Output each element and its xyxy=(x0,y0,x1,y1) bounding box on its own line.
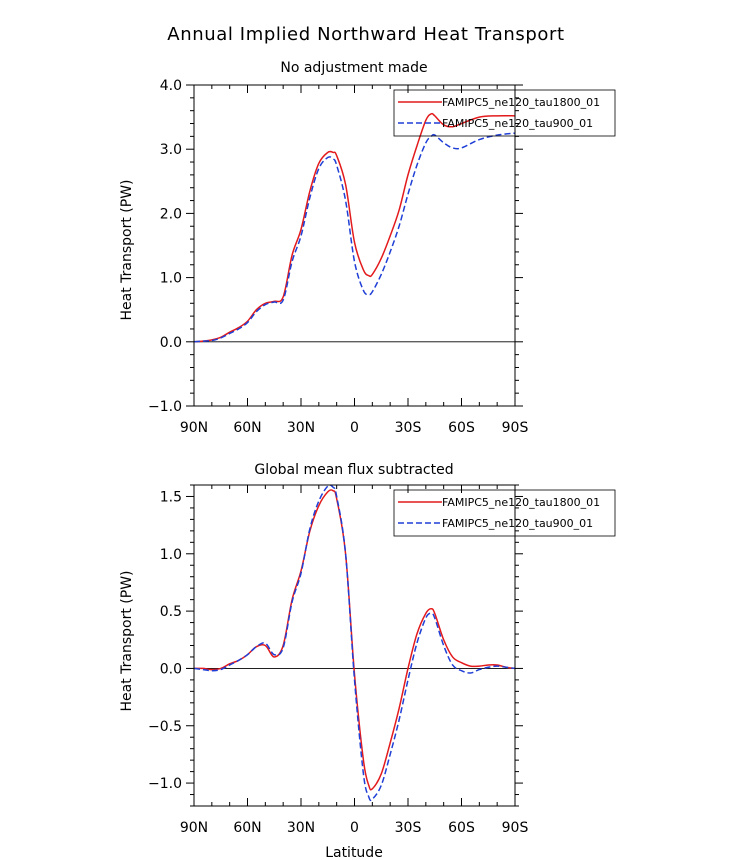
panel-1-x-tick-label: 90S xyxy=(502,420,529,436)
panel-2-y-tick-label: 1.5 xyxy=(160,489,182,505)
panel-1-series-line-2 xyxy=(193,132,516,343)
panel-2-x-tick-label: 30N xyxy=(287,820,315,836)
panel-1-series-line-1 xyxy=(193,112,516,343)
panel-2-title: Global mean flux subtracted xyxy=(254,462,453,478)
panel-1-y-tick-label: −1.0 xyxy=(148,399,182,415)
panel-2-legend-label-2: FAMIPC5_ne120_tau900_01 xyxy=(442,517,593,530)
panel-2-y-tick-label: −0.5 xyxy=(148,719,182,735)
panel-2-y-tick-label: −1.0 xyxy=(148,776,182,792)
panel-1-title: No adjustment made xyxy=(280,60,427,76)
panel-1-legend-box xyxy=(393,89,616,137)
panel-2-x-tick-label: 90S xyxy=(502,820,529,836)
figure-title: Annual Implied Northward Heat Transport xyxy=(167,24,564,45)
panel-2-x-axis-title: Latitude xyxy=(325,845,383,860)
panel-1-y-tick-label: 3.0 xyxy=(160,142,182,158)
panel-1-legend-label-1: FAMIPC5_ne120_tau1800_01 xyxy=(442,96,600,109)
panel-1-x-tick-label: 60S xyxy=(448,420,475,436)
panel-2-y-tick-label: 0.0 xyxy=(160,661,182,677)
panel-1-y-tick-label: 2.0 xyxy=(160,206,182,222)
panel-2-y-axis-title: Heat Transport (PW) xyxy=(119,570,135,711)
panel-2-series-line-2 xyxy=(193,484,516,802)
panel-1-x-tick-label: 30S xyxy=(395,420,422,436)
panel-1-x-tick-label: 90N xyxy=(180,420,208,436)
panel-2-legend-box xyxy=(393,489,616,537)
panel-1-x-tick-label: 30N xyxy=(287,420,315,436)
panel-2-x-tick-label: 0 xyxy=(350,820,359,836)
panel-1-y-tick-label: 1.0 xyxy=(160,271,182,287)
chart-panel-global-mean-subtracted: Global mean flux subtracted Heat Transpo… xyxy=(119,462,616,860)
panel-2-y-tick-label: 1.0 xyxy=(160,547,182,563)
panel-1-plot-area: 90N 60N 30N 0 30S 60S 90S −1.0 0.0 1.0 2.0 3.0 4.0 FA… xyxy=(148,78,616,436)
panel-2-x-tick-label: 60N xyxy=(233,820,261,836)
panel-2-legend-label-1: FAMIPC5_ne120_tau1800_01 xyxy=(442,496,600,509)
panel-1-x-tick-label: 60N xyxy=(233,420,261,436)
panel-2-x-tick-label: 60S xyxy=(448,820,475,836)
panel-2-x-tick-label: 30S xyxy=(395,820,422,836)
chart-panel-no-adjustment: No adjustment made Heat Transport (PW) 9… xyxy=(119,60,616,436)
panel-1-x-tick-label: 0 xyxy=(350,420,359,436)
panel-2-plot-area: 90N 60N 30N 0 30S 60S 90S −1.0 −0.5 0.0 0.5 1.0 1.5 F… xyxy=(148,484,616,836)
panel-1-y-axis-title: Heat Transport (PW) xyxy=(119,179,135,320)
panel-1-legend-label-2: FAMIPC5_ne120_tau900_01 xyxy=(442,117,593,130)
panel-2-x-tick-label: 90N xyxy=(180,820,208,836)
panel-1-y-tick-label: 0.0 xyxy=(160,335,182,351)
panel-1-y-tick-label: 4.0 xyxy=(160,78,182,94)
panel-2-y-tick-label: 0.5 xyxy=(160,604,182,620)
